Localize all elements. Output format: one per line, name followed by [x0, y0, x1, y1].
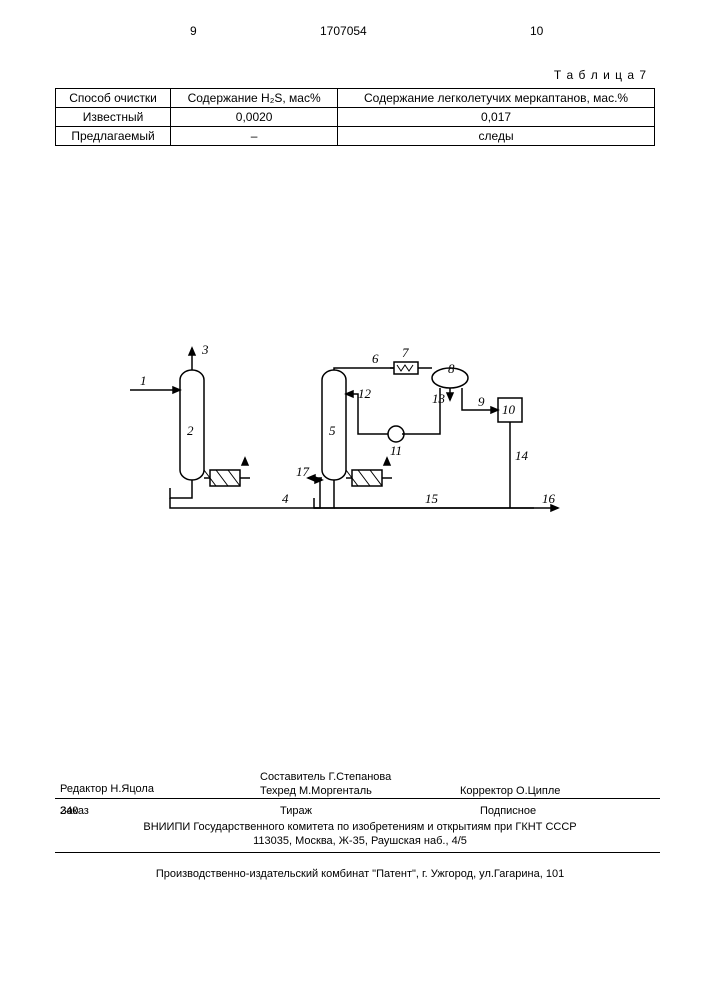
tirazh-label: Тираж: [280, 805, 312, 817]
diagram-label: 17: [296, 464, 310, 479]
col-header: Способ очистки: [56, 89, 171, 108]
order-number: 240: [60, 805, 78, 817]
diagram-label: 6: [372, 351, 379, 366]
document-number: 1707054: [320, 24, 367, 38]
diagram-label: 8: [448, 361, 455, 376]
diagram-label: 15: [425, 491, 439, 506]
diagram-label: 13: [432, 391, 446, 406]
diagram-label: 2: [187, 423, 194, 438]
cell: Предлагаемый: [56, 127, 171, 146]
institution-address: 113035, Москва, Ж-35, Раушская наб., 4/5: [60, 834, 660, 848]
diagram-label: 10: [502, 402, 516, 417]
cell: 0,017: [338, 108, 655, 127]
diagram-label: 5: [329, 423, 336, 438]
data-table: Способ очистки Содержание H₂S, мас% Соде…: [55, 88, 655, 146]
diagram-label: 4: [282, 491, 289, 506]
compiler-label: Составитель: [260, 771, 325, 783]
table-caption: Т а б л и ц а 7: [554, 68, 647, 82]
table-header-row: Способ очистки Содержание H₂S, мас% Соде…: [56, 89, 655, 108]
diagram-label: 16: [542, 491, 556, 506]
techred-name: М.Моргенталь: [299, 785, 372, 797]
footer-line: Производственно-издательский комбинат "П…: [60, 868, 660, 880]
compiler-name: Г.Степанова: [328, 771, 391, 783]
page-number-right: 10: [530, 24, 543, 38]
table-row: Предлагаемый – следы: [56, 127, 655, 146]
col-header: Содержание легколетучих меркаптанов, мас…: [338, 89, 655, 108]
divider: [55, 798, 660, 799]
subscription-label: Подписное: [480, 805, 536, 817]
corrector-label: Корректор: [460, 785, 513, 797]
diagram-label: 12: [358, 386, 372, 401]
cell: следы: [338, 127, 655, 146]
cell: Известный: [56, 108, 171, 127]
techred-label: Техред: [260, 785, 296, 797]
diagram-label: 9: [478, 394, 485, 409]
page-number-left: 9: [190, 24, 197, 38]
diagram-label: 7: [402, 345, 409, 360]
diagram-label: 3: [201, 342, 209, 357]
corrector-name: О.Ципле: [516, 785, 560, 797]
cell: 0,0020: [171, 108, 338, 127]
process-diagram: 1 2 3 4 5 6 7 8 9 10 11 12 13 14 15 16 1…: [110, 340, 570, 528]
institution-name: ВНИИПИ Государственного комитета по изоб…: [60, 820, 660, 834]
col-header: Содержание H₂S, мас%: [171, 89, 338, 108]
cell: –: [171, 127, 338, 146]
editor-name: Н.Яцола: [110, 783, 154, 795]
diagram-label: 1: [140, 373, 147, 388]
institution-block: ВНИИПИ Государственного комитета по изоб…: [60, 820, 660, 849]
diagram-label: 11: [390, 443, 402, 458]
table-row: Известный 0,0020 0,017: [56, 108, 655, 127]
diagram-label: 14: [515, 448, 529, 463]
divider: [55, 852, 660, 853]
editor-label: Редактор: [60, 783, 107, 795]
